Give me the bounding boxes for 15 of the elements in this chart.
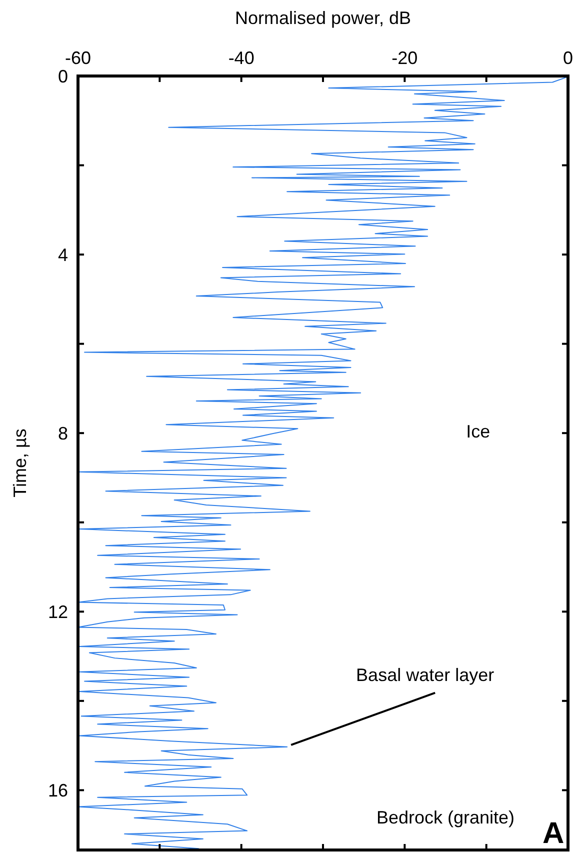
x-tick-label: -60 <box>64 48 92 68</box>
y-tick-label: 0 <box>58 66 68 86</box>
x-tick-label: -40 <box>228 48 254 68</box>
x-axis-title: Normalised power, dB <box>234 8 412 28</box>
annotation: Ice <box>466 422 490 442</box>
x-tick-label: -20 <box>392 48 418 68</box>
y-tick-label: 16 <box>48 780 68 800</box>
y-axis-title: Time, µs <box>10 428 30 498</box>
annotation: Basal water layer <box>356 664 494 685</box>
x-tick-label: 0 <box>562 48 574 68</box>
y-tick-label: 4 <box>58 244 68 265</box>
annotation: Bedrock (granite) <box>376 808 515 828</box>
y-tick-label: 12 <box>48 602 68 622</box>
annotation: A <box>542 816 564 850</box>
y-tick-label: 8 <box>58 423 68 444</box>
